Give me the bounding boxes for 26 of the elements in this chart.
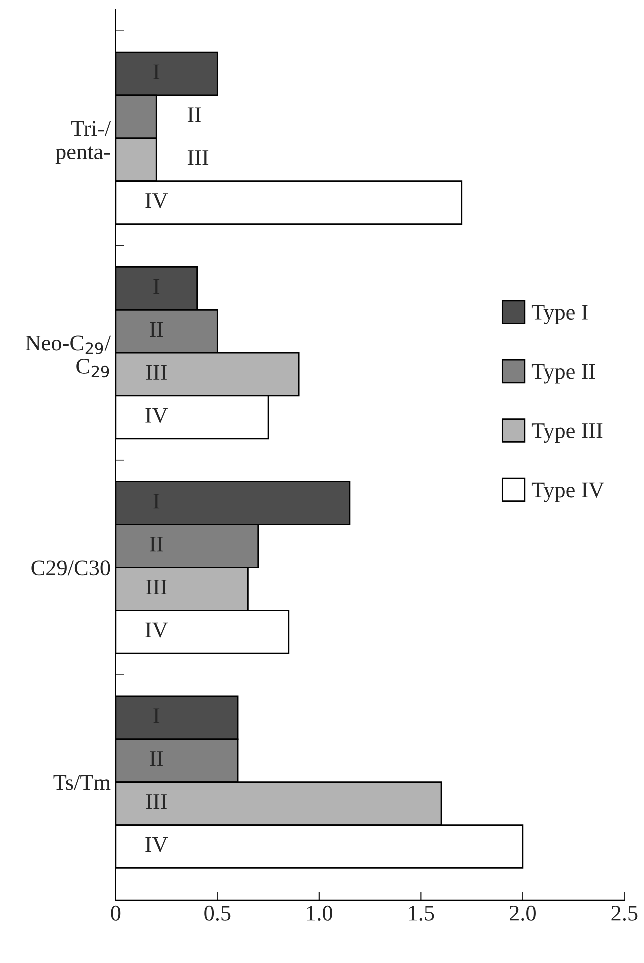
data-label: II bbox=[150, 537, 164, 552]
x-tick-label: 0.5 bbox=[204, 906, 231, 921]
data-label: II bbox=[150, 752, 164, 766]
data-label: III bbox=[188, 150, 209, 166]
data-label: II bbox=[150, 322, 164, 337]
data-label: IV bbox=[146, 838, 168, 852]
data-label: II bbox=[188, 108, 202, 122]
x-tick-label: 2.5 bbox=[612, 906, 638, 921]
y-tick-label: Neo-C$_{29}$/ C$_{29}$ bbox=[26, 336, 112, 378]
legend-label: Type III bbox=[532, 424, 603, 444]
data-label: IV bbox=[146, 194, 168, 208]
data-label: IV bbox=[146, 622, 168, 638]
data-label: III bbox=[146, 365, 167, 380]
x-tick-label: 1.5 bbox=[409, 906, 434, 921]
legend-label: Type I bbox=[532, 305, 588, 325]
legend-label: Type IV bbox=[532, 482, 604, 502]
y-tick-label: Ts/Tm bbox=[54, 775, 111, 790]
x-tick-label: 0 bbox=[111, 906, 121, 921]
legend-label: Type II bbox=[532, 364, 596, 384]
data-label: III bbox=[146, 580, 167, 595]
x-tick-label: 1.0 bbox=[307, 906, 332, 921]
data-label: IV bbox=[146, 408, 168, 424]
y-tick-label: Tri-/ penta- bbox=[56, 121, 112, 164]
data-label: III bbox=[146, 794, 167, 810]
y-tick-label: C29/C30 bbox=[32, 560, 110, 576]
x-tick-label: 2.0 bbox=[510, 906, 536, 921]
